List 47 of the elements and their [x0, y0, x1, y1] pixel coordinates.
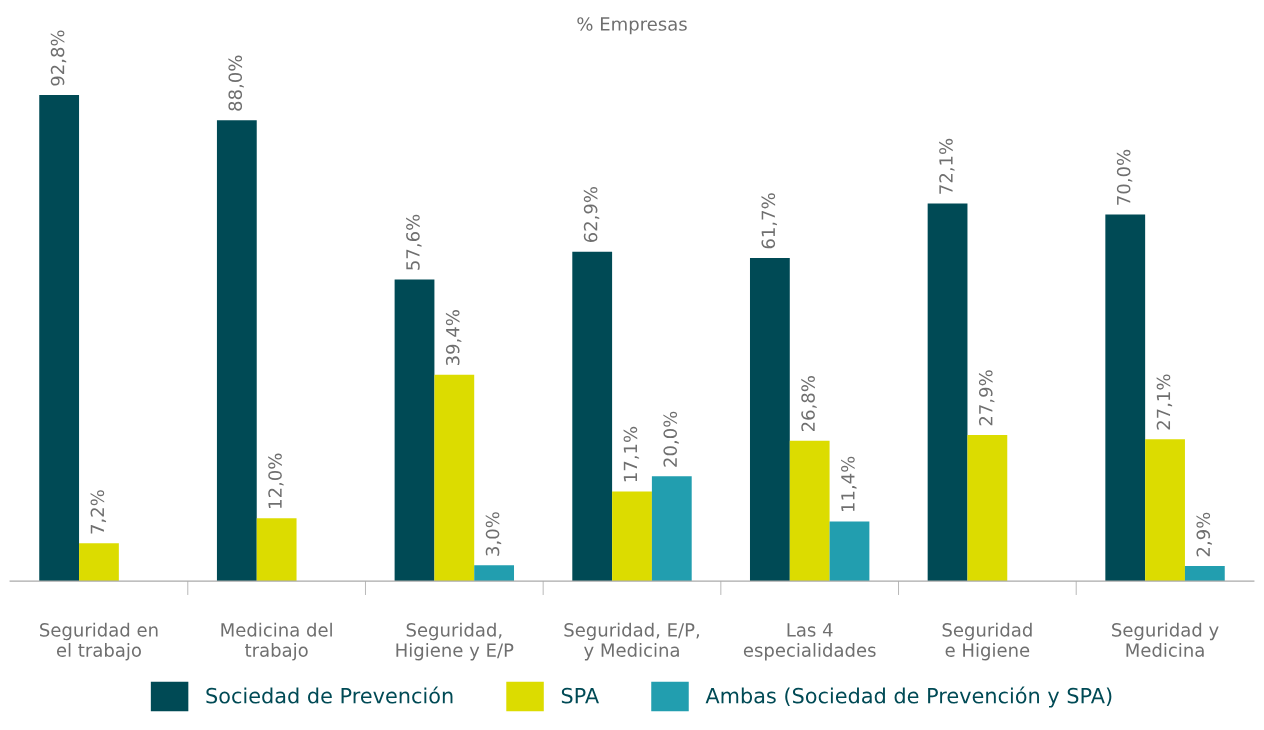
data-label: 57,6% [406, 214, 422, 270]
x-tick-label: Seguridad e Higiene [942, 622, 1032, 661]
bar [927, 203, 968, 582]
bar [651, 476, 692, 582]
bar [1145, 439, 1185, 582]
x-tick-label: Medicina del trabajo [221, 622, 332, 661]
bar [829, 521, 870, 582]
bar [1184, 565, 1225, 582]
legend-label: SPA [561, 687, 599, 704]
data-label: 27,1% [1156, 374, 1173, 430]
bar [1105, 214, 1146, 582]
data-label: 92,8% [50, 30, 67, 86]
data-label: 11,4% [841, 456, 857, 512]
bar [79, 543, 119, 582]
data-label: 72,1% [939, 138, 955, 194]
bar [749, 257, 790, 582]
x-tick-label: Seguridad y Medicina [1112, 622, 1219, 657]
bar [612, 491, 652, 582]
x-tick-label: Seguridad, Higiene y E/P [396, 622, 514, 661]
data-label: 27,9% [978, 370, 995, 426]
x-tick-label: Seguridad, E/P, y Medicina [564, 622, 699, 661]
x-tick-label: Seguridad en el trabajo [40, 622, 158, 661]
bar [474, 565, 515, 582]
bar [394, 279, 435, 582]
bar [572, 251, 613, 582]
bar [434, 374, 475, 582]
data-label: 3,0% [485, 512, 502, 556]
chart-title: % Empresas [577, 17, 687, 35]
data-label: 39,4% [445, 310, 462, 366]
bar [256, 518, 297, 582]
data-label: 62,9% [583, 186, 600, 243]
data-label: 12,0% [268, 453, 284, 508]
data-label: 17,1% [623, 426, 640, 482]
data-label: 88,0% [228, 55, 244, 111]
bar [789, 440, 830, 582]
x-tick-label: Las 4 especialidades [743, 623, 876, 661]
legend-label: Sociedad de Prevención [206, 686, 453, 704]
bar [216, 120, 257, 582]
legend-label: Ambas (Sociedad de Prevención y SPA) [705, 686, 1112, 708]
bar [39, 95, 80, 582]
data-label: 61,7% [761, 193, 777, 249]
data-label: 70,0% [1116, 149, 1133, 205]
data-label: 26,8% [801, 376, 817, 432]
data-label: 7,2% [90, 490, 107, 534]
data-label: 2,9% [1196, 512, 1212, 557]
data-label: 20,0% [663, 411, 679, 467]
bar [967, 434, 1008, 582]
